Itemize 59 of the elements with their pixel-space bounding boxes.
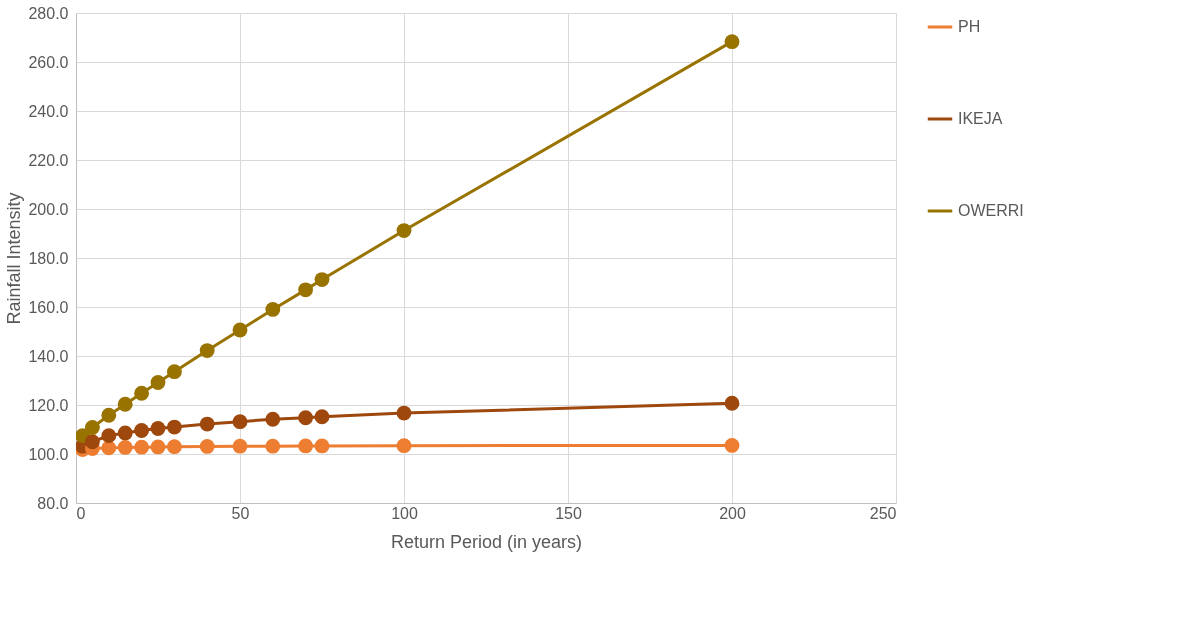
point — [150, 421, 166, 436]
point — [199, 343, 215, 359]
point — [396, 223, 412, 238]
legend-label: OWERRI — [958, 202, 1024, 219]
point — [84, 434, 100, 450]
x-tick-label: 200 — [719, 504, 746, 522]
legend-label: IKEJA — [958, 110, 1003, 127]
y-tick-label: 260.0 — [28, 53, 69, 71]
point — [232, 322, 248, 338]
point — [298, 438, 314, 454]
point — [314, 272, 330, 287]
point — [117, 439, 133, 455]
point — [166, 364, 182, 380]
x-axis-title: Return Period (in years) — [390, 531, 583, 552]
y-tick-label: 140.0 — [28, 347, 69, 365]
point — [84, 420, 100, 435]
point — [134, 423, 150, 438]
x-tick-label: 100 — [391, 504, 418, 522]
point — [150, 375, 166, 390]
point — [101, 407, 117, 423]
point — [396, 438, 412, 454]
point — [724, 34, 740, 50]
point — [265, 411, 281, 427]
x-tick-label: 50 — [231, 504, 250, 522]
point — [298, 282, 314, 298]
point — [134, 385, 150, 401]
y-tick-label: 160.0 — [28, 298, 69, 316]
x-tick-label: 250 — [869, 504, 897, 522]
y-tick-label: 120.0 — [28, 396, 69, 414]
point — [150, 439, 166, 455]
y-tick-label: 280.0 — [28, 4, 69, 22]
legend-label: PH — [958, 18, 981, 35]
point — [101, 428, 117, 444]
point — [724, 395, 740, 411]
point — [265, 438, 281, 454]
point — [199, 439, 215, 454]
y-tick-label: 80.0 — [37, 494, 69, 512]
point — [314, 409, 330, 425]
point — [298, 410, 314, 426]
y-tick-label: 240.0 — [28, 102, 69, 120]
y-axis-title: Rainfall Intensity — [4, 192, 25, 325]
point — [314, 438, 330, 454]
point — [166, 419, 182, 435]
point — [232, 414, 248, 430]
y-tick-label: 220.0 — [28, 151, 69, 169]
y-tick-label: 100.0 — [28, 445, 69, 463]
point — [117, 425, 133, 441]
point — [134, 439, 150, 455]
point — [166, 439, 182, 455]
point — [117, 396, 133, 412]
point — [396, 405, 412, 421]
y-tick-label: 200.0 — [28, 200, 69, 218]
point — [232, 438, 248, 454]
x-tick-label: 0 — [76, 504, 86, 522]
point — [724, 438, 740, 453]
point — [265, 302, 281, 317]
point — [199, 416, 215, 432]
x-tick-label: 150 — [555, 504, 582, 522]
y-tick-label: 180.0 — [28, 249, 69, 267]
